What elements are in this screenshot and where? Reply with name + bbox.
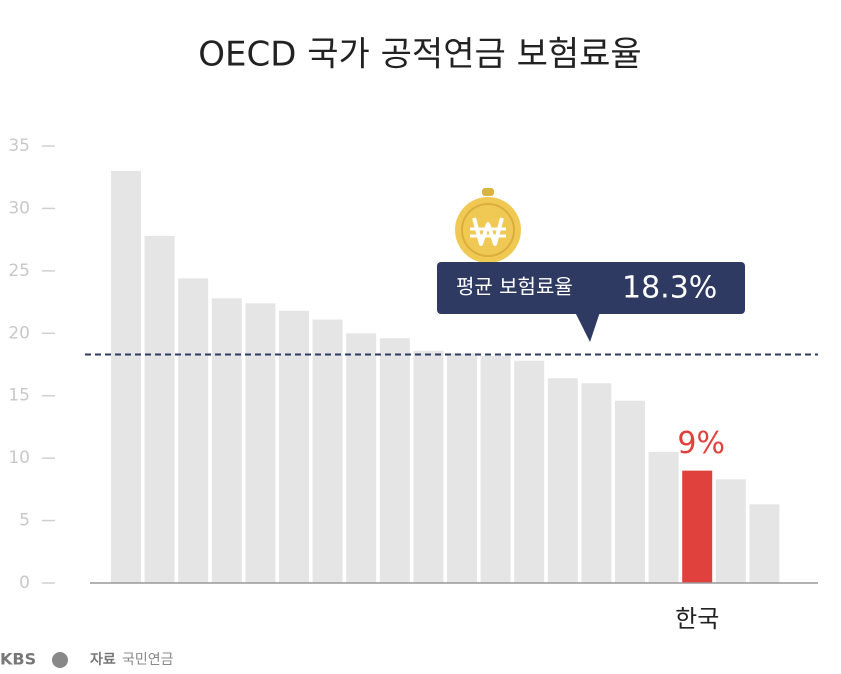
y-tick-label: 15 [8,386,30,406]
logo-mark [52,652,68,668]
bar [581,383,612,583]
average-value: 18.3% [622,271,717,306]
bar [413,350,444,583]
bar [211,298,242,583]
y-tick-label: 0 [19,573,30,593]
x-tick-label: 한국 [675,605,719,633]
coin-icon [455,188,521,263]
source: 국민연금 [122,652,174,668]
y-tick-label: 5 [19,511,30,531]
bar [447,353,477,583]
bar [178,278,209,583]
y-tick-label: 35 [8,136,30,156]
bar [715,479,746,583]
y-tick-label: 30 [8,198,30,218]
y-tick-label: 25 [8,261,30,281]
bar [245,303,276,583]
bar [615,400,645,583]
bar [514,360,545,583]
bar [111,170,141,583]
bar [312,319,343,583]
bar [346,333,377,583]
bar [379,338,410,583]
average-text: 평균 보험료율 [456,275,573,299]
bar [648,451,679,583]
logo: KBS [0,650,36,669]
bar [279,310,309,583]
bar [547,378,578,583]
bar [749,504,780,583]
bar [480,355,511,583]
average-callout [437,262,745,342]
chart-title: OECD 국가 공적연금 보험료율 [198,35,641,75]
y-tick-label: 10 [8,448,30,468]
bar [682,470,713,583]
y-tick-label: 20 [8,323,30,343]
source-label: 자료 [90,652,116,668]
bar [144,235,175,583]
value-label: 9% [677,426,725,461]
